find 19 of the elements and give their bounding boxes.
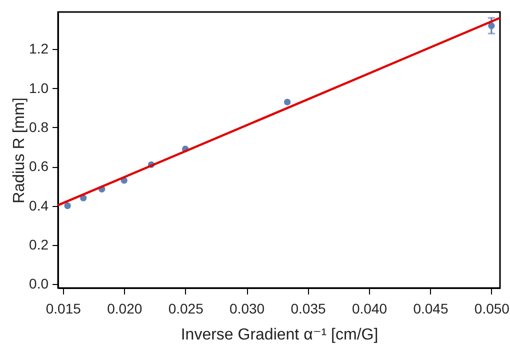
x-tick-label: 0.045: [413, 300, 448, 316]
x-tick-label: 0.040: [352, 300, 388, 316]
x-axis-title: Inverse Gradient α⁻¹ [cm/G]: [180, 326, 378, 344]
x-tick-label: 0.020: [107, 300, 142, 316]
y-tick-label: 0.6: [29, 158, 49, 174]
x-tick-label: 0.025: [168, 300, 204, 316]
y-tick-label: 1.0: [29, 80, 49, 96]
y-tick-label: 0.4: [29, 197, 49, 214]
point: [284, 98, 291, 106]
point: [64, 202, 71, 210]
y-tick-label: 1.2: [29, 40, 49, 57]
x-tick-label: 0.030: [230, 300, 265, 316]
y-tick-label: 0.0: [29, 276, 49, 292]
y-tick-label: 0.8: [29, 118, 49, 135]
x-tick-label: 0.035: [290, 300, 326, 316]
y-axis-title: Radius R [mm]: [11, 98, 28, 204]
x-tick-label: 0.015: [46, 300, 82, 316]
y-tick-label: 0.2: [29, 236, 49, 252]
x-tick-label: 0.050: [474, 300, 510, 316]
